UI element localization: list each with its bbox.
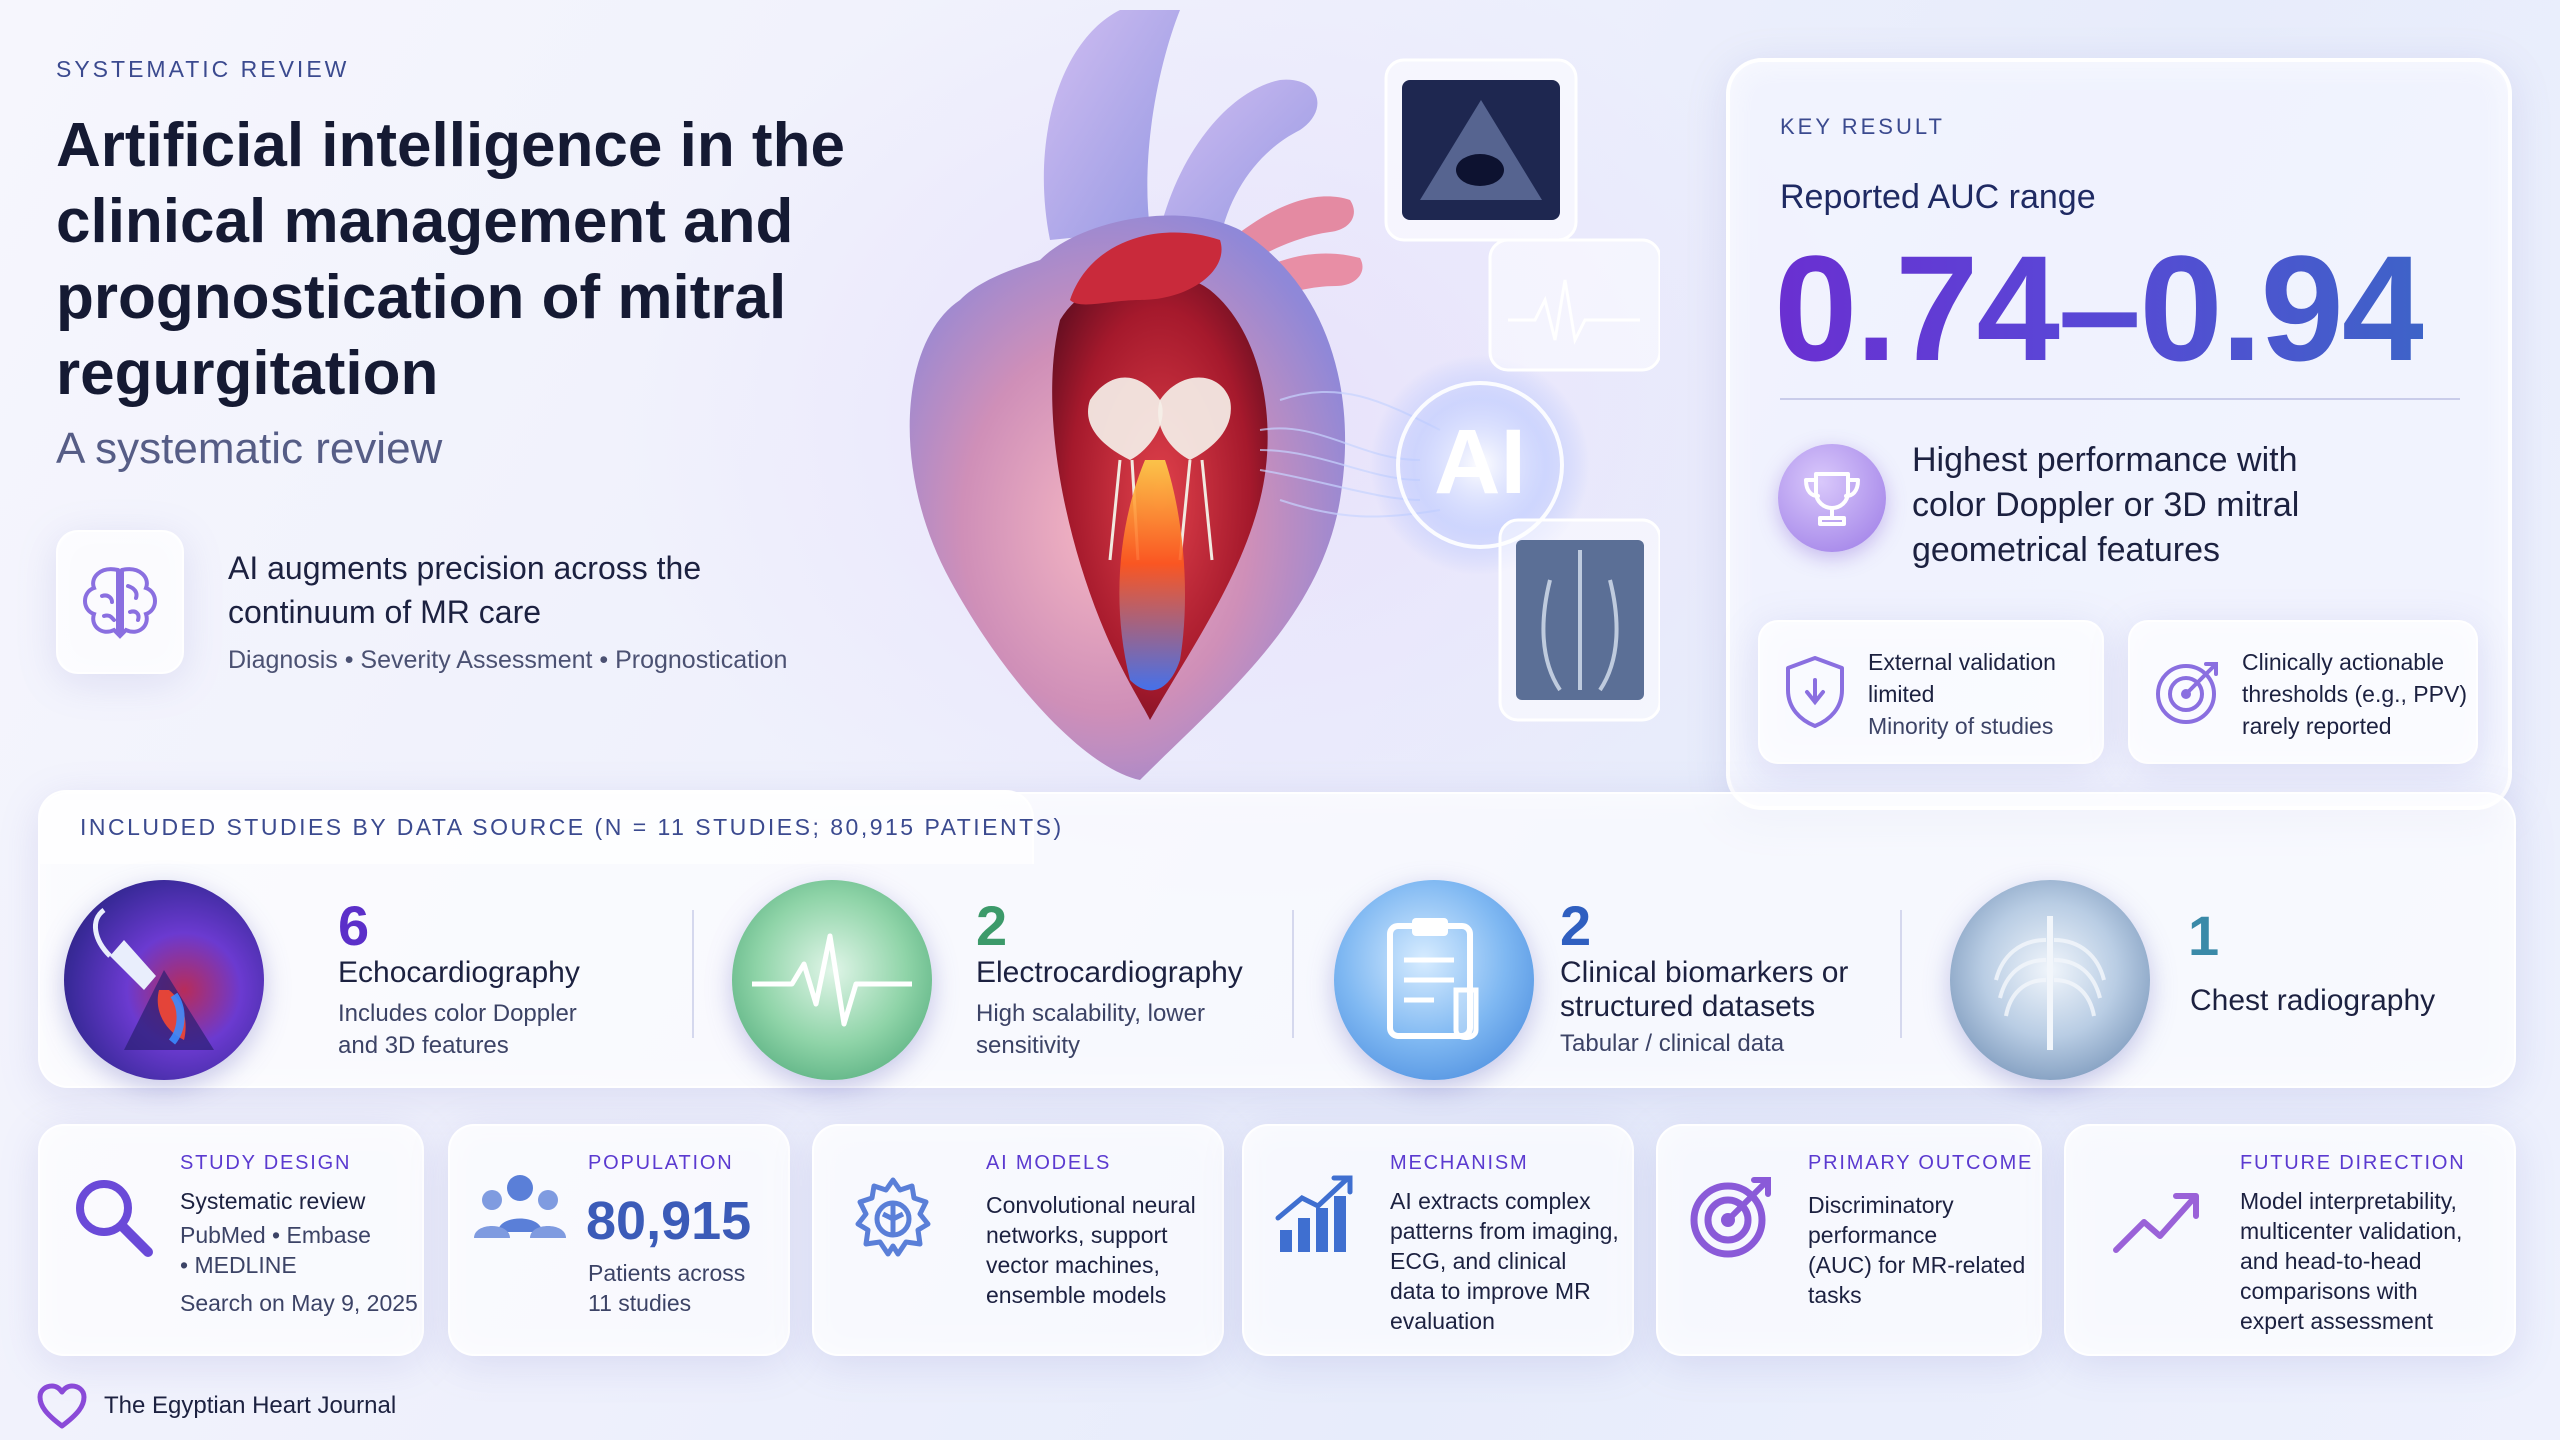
page-title: Artificial intelligence in the clinical … (56, 111, 845, 408)
ai-models-eyebrow: AI MODELS (986, 1152, 1112, 1174)
key-result-divider (1780, 398, 2460, 400)
auc-range-value: 0.74–0.94 (1774, 224, 2425, 392)
future-direction-line: comparisons with (2240, 1278, 2418, 1304)
primary-outcome-line: Discriminatory (1808, 1192, 1954, 1218)
future-direction-line: and head-to-head (2240, 1248, 2422, 1274)
future-direction-eyebrow: FUTURE DIRECTION (2240, 1152, 2466, 1174)
clinical-biomarkers-count: 2 (1560, 894, 1592, 957)
external-validation-card (1758, 620, 2104, 764)
ai-models-card: AI MODELS Convolutional neural networks,… (812, 1124, 1224, 1356)
chest-xray-icon (1994, 916, 2106, 1050)
tagline-subtext: Diagnosis • Severity Assessment • Progno… (228, 646, 788, 674)
primary-outcome-line: (AUC) for MR-related (1808, 1252, 2026, 1278)
auc-range-label: Reported AUC range (1780, 178, 2096, 216)
echocardiography-label: Echocardiography (338, 956, 580, 989)
thresholds-text: Clinically actionable thresholds (e.g., … (2242, 649, 2467, 739)
echocardiography-image (64, 880, 264, 1080)
people-icon (474, 1175, 566, 1238)
study-design-eyebrow: STUDY DESIGN (180, 1152, 352, 1174)
studies-heading-tab (38, 790, 1034, 864)
study-design-line: PubMed • Embase (180, 1222, 371, 1248)
tagline: AI augments precision across the continu… (228, 550, 702, 630)
heart-logo-icon (37, 1383, 87, 1429)
separator (1292, 910, 1294, 1038)
electrocardiography-note: High scalability, lower sensitivity (976, 1000, 1205, 1059)
eyebrow-label: SYSTEMATIC REVIEW (56, 56, 350, 82)
study-design-line: • MEDLINE (180, 1252, 297, 1278)
future-direction-line: expert assessment (2240, 1308, 2434, 1334)
shield-icon (1786, 656, 1844, 728)
trophy-icon (1804, 472, 1860, 526)
mechanism-line: evaluation (1390, 1308, 1495, 1334)
population-line: Patients across (588, 1260, 746, 1286)
clipboard-icon (1387, 918, 1479, 1040)
mechanism-eyebrow: MECHANISM (1390, 1152, 1529, 1174)
external-validation-note: Minority of studies (1868, 713, 2054, 739)
separator (1900, 910, 1902, 1038)
electrocardiography-image (732, 880, 932, 1080)
study-design-line: Search on May 9, 2025 (180, 1290, 418, 1316)
trend-up-icon (2113, 1193, 2199, 1253)
gear-icon (855, 1177, 931, 1257)
primary-outcome-line: performance (1808, 1222, 1938, 1248)
mechanism-line: patterns from imaging, (1390, 1218, 1619, 1244)
page-subtitle: A systematic review (56, 424, 443, 473)
population-eyebrow: POPULATION (588, 1152, 734, 1174)
chest-radiography-image (1950, 880, 2150, 1080)
ai-models-line: networks, support (986, 1222, 1168, 1248)
future-direction-line: Model interpretability, (2240, 1188, 2457, 1214)
population-line: 11 studies (588, 1290, 692, 1316)
mechanism-line: AI extracts complex (1390, 1188, 1591, 1214)
ai-label: AI (1434, 411, 1526, 513)
ai-models-line: Convolutional neural (986, 1192, 1196, 1218)
chest-radiography-label: Chest radiography (2190, 984, 2436, 1017)
ecg-waveform-icon (752, 933, 912, 1027)
ultrasound-probe-icon (93, 907, 214, 1050)
study-design-title: Systematic review (180, 1188, 366, 1214)
primary-outcome-eyebrow: PRIMARY OUTCOME (1808, 1152, 2034, 1174)
magnifier-icon (76, 1180, 153, 1257)
chest-radiography-count: 1 (2188, 904, 2220, 967)
population-count: 80,915 (586, 1191, 752, 1251)
echocardiography-count: 6 (338, 894, 370, 957)
primary-outcome-line: tasks (1808, 1282, 1862, 1308)
brain-icon-box (56, 530, 184, 674)
target-icon (1690, 1177, 1771, 1258)
clinical-biomarkers-note: Tabular / clinical data (1560, 1030, 1785, 1057)
future-direction-line: multicenter validation, (2240, 1218, 2463, 1244)
bar-chart-icon (1275, 1175, 1353, 1252)
key-result-eyebrow: KEY RESULT (1780, 114, 1945, 139)
echocardiography-note: Includes color Doppler and 3D features (338, 1000, 577, 1059)
clinical-biomarkers-image (1334, 880, 1534, 1080)
heart-illustration: AI (909, 10, 1660, 781)
population-card: POPULATION 80,915 Patients across 11 stu… (448, 1124, 790, 1356)
separator (692, 910, 694, 1038)
mechanism-line: data to improve MR (1390, 1278, 1591, 1304)
trophy-badge (1778, 444, 1886, 552)
electrocardiography-label: Electrocardiography (976, 956, 1243, 989)
key-result-highlight: Highest performance with color Doppler o… (1912, 441, 2300, 569)
electrocardiography-count: 2 (976, 894, 1008, 957)
brain-icon (83, 567, 157, 639)
external-validation-text: External validation limited Minority of … (1868, 646, 2088, 742)
future-direction-card: FUTURE DIRECTION Model interpretability,… (2064, 1124, 2516, 1356)
study-design-card: STUDY DESIGN Systematic review PubMed • … (38, 1124, 424, 1356)
external-validation-title: External validation limited (1868, 649, 2056, 707)
thresholds-card (2128, 620, 2478, 764)
journal-name: The Egyptian Heart Journal (104, 1392, 397, 1419)
mechanism-line: ECG, and clinical (1390, 1248, 1567, 1274)
primary-outcome-card: PRIMARY OUTCOME Discriminatory performan… (1656, 1124, 2042, 1356)
ai-models-line: vector machines, (986, 1252, 1160, 1278)
studies-heading: INCLUDED STUDIES BY DATA SOURCE (N = 11 … (80, 814, 1064, 840)
ai-models-line: ensemble models (986, 1282, 1167, 1308)
mechanism-card: MECHANISM AI extracts complex patterns f… (1242, 1124, 1634, 1356)
clinical-biomarkers-label: Clinical biomarkers or structured datase… (1560, 956, 1849, 1023)
target-icon (2156, 662, 2218, 724)
